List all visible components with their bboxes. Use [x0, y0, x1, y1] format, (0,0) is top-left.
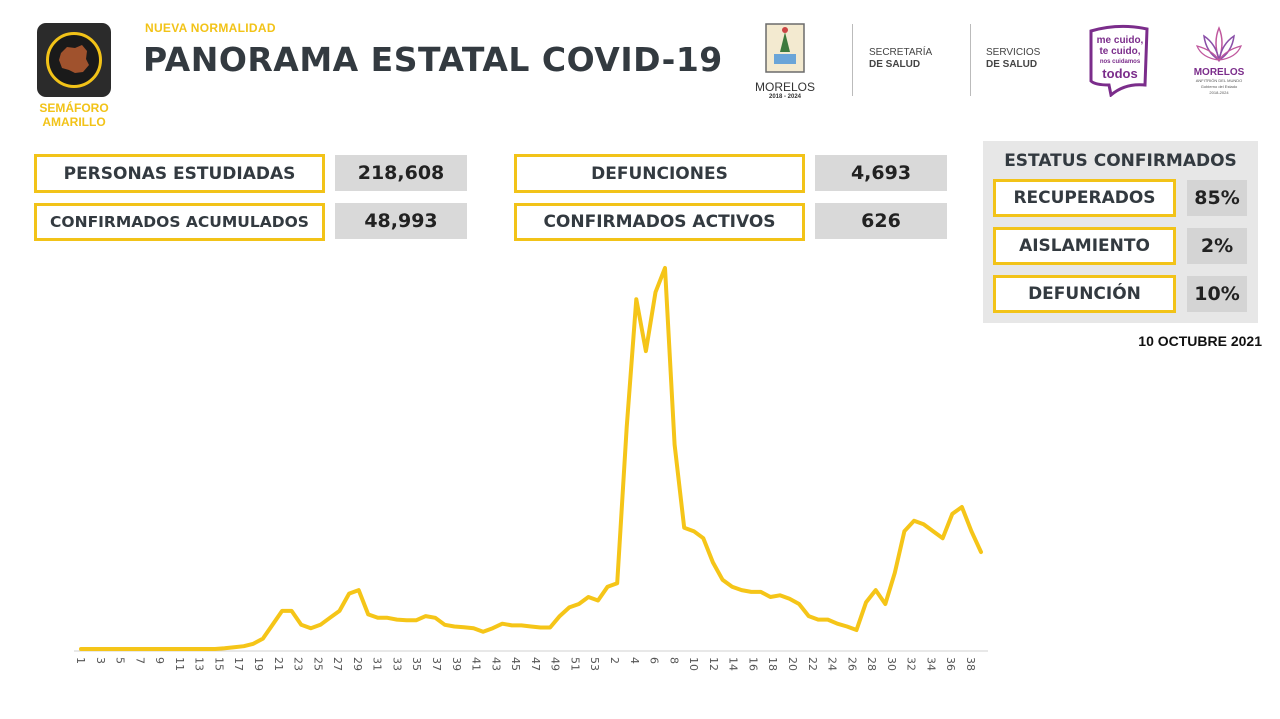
- x-tick-label: 16: [746, 657, 759, 671]
- state-map-icon: [59, 45, 89, 73]
- x-tick-label: 4: [628, 657, 641, 664]
- x-tick-label: 22: [806, 657, 819, 671]
- org-secretaria-line-1: SECRETARÍA: [869, 47, 933, 58]
- x-tick-label: 26: [845, 657, 858, 671]
- logo-morelos-name: MORELOS: [754, 80, 815, 94]
- x-tick-label: 27: [331, 657, 344, 671]
- recuperados-value: 85%: [1187, 180, 1247, 216]
- x-tick-label: 5: [114, 657, 127, 664]
- slogan-logo: me cuido, te cuido, nos cuidamos todos: [1085, 23, 1153, 97]
- x-tick-label: 24: [826, 657, 839, 671]
- x-tick-label: 28: [865, 657, 878, 671]
- x-tick-label: 21: [272, 657, 285, 671]
- logo-right-years: 2018-2024: [1209, 90, 1229, 95]
- confirmados-acumulados-label: CONFIRMADOS ACUMULADOS: [34, 203, 325, 241]
- x-tick-label: 23: [292, 657, 305, 671]
- x-tick-label: 1: [74, 657, 87, 664]
- x-tick-label: 36: [944, 657, 957, 671]
- lotus-icon: [1195, 26, 1243, 63]
- x-tick-label: 47: [529, 657, 542, 671]
- series-line: [79, 266, 983, 651]
- page-title: PANORAMA ESTATAL COVID-19: [143, 40, 723, 79]
- x-tick-label: 6: [648, 657, 661, 664]
- x-tick-label: 10: [687, 657, 700, 671]
- semaforo-caption-line-2: AMARILLO: [42, 115, 106, 129]
- org-secretaria-line-2: DE SALUD: [869, 59, 921, 70]
- personas-estudiadas-value: 218,608: [335, 155, 467, 191]
- x-axis-ticks: 1 3 5 7 9 11 13 15 17 19 21 23 25 27 29 31 33 35 37 39 41 43 4…: [74, 657, 977, 671]
- x-tick-label: 41: [470, 657, 483, 671]
- x-tick-label: 7: [133, 657, 146, 664]
- org-servicios-salud: SERVICIOS DE SALUD: [986, 47, 1040, 71]
- x-tick-label: 2: [608, 657, 621, 664]
- logo-morelos-years: 2018 - 2024: [768, 94, 802, 100]
- aislamiento-label: AISLAMIENTO: [993, 227, 1176, 265]
- divider: [852, 24, 853, 96]
- x-tick-label: 38: [964, 657, 977, 671]
- x-tick-label: 32: [905, 657, 918, 671]
- confirmados-activos-value: 626: [815, 203, 947, 239]
- x-tick-label: 25: [311, 657, 324, 671]
- confirmados-activos-label: CONFIRMADOS ACTIVOS: [514, 203, 805, 241]
- x-tick-label: 19: [252, 657, 265, 671]
- x-tick-label: 51: [568, 657, 581, 671]
- x-tick-label: 31: [371, 657, 384, 671]
- defunciones-label: DEFUNCIONES: [514, 154, 805, 193]
- semaforo-icon: [37, 23, 111, 97]
- x-tick-label: 3: [94, 657, 107, 664]
- defunciones-value: 4,693: [815, 155, 947, 191]
- x-tick-label: 35: [410, 657, 423, 671]
- morelos-crest-logo: MORELOS 2018 - 2024: [750, 22, 820, 100]
- semaforo-caption: SEMÁFORO AMARILLO: [30, 101, 118, 129]
- status-title: ESTATUS CONFIRMADOS: [1004, 151, 1237, 171]
- series-points: [80, 267, 982, 650]
- x-tick-label: 37: [430, 657, 443, 671]
- semaforo-light-icon: [46, 32, 102, 88]
- x-tick-label: 9: [153, 657, 166, 664]
- x-tick-label: 45: [509, 657, 522, 671]
- logo-right-gov: Gobierno del Estado: [1200, 84, 1238, 89]
- x-tick-label: 34: [924, 657, 937, 671]
- x-tick-label: 13: [193, 657, 206, 671]
- slogan-line-3: nos cuidamos: [1099, 59, 1141, 65]
- semaforo-caption-line-1: SEMÁFORO: [39, 101, 109, 115]
- org-secretaria-salud: SECRETARÍA DE SALUD: [869, 47, 932, 71]
- slogan-frame-icon: [1089, 24, 1149, 97]
- subtitle: NUEVA NORMALIDAD: [145, 21, 276, 35]
- confirmados-acumulados-value: 48,993: [335, 203, 467, 239]
- x-tick-label: 11: [173, 657, 186, 671]
- x-tick-label: 18: [766, 657, 779, 671]
- defuncion-label: DEFUNCIÓN: [993, 275, 1176, 313]
- x-tick-label: 33: [390, 657, 403, 671]
- morelos-anfitrion-logo: MORELOS ANFITRIÓN DEL MUNDO Gobierno del…: [1186, 24, 1252, 100]
- personas-estudiadas-label: PERSONAS ESTUDIADAS: [34, 154, 325, 193]
- slogan-line-1: me cuido,: [1096, 35, 1144, 46]
- defuncion-value: 10%: [1187, 276, 1247, 312]
- logo-right-sub: ANFITRIÓN DEL MUNDO: [1195, 78, 1243, 83]
- crest-icon: [765, 23, 805, 73]
- x-tick-label: 12: [707, 657, 720, 671]
- x-tick-label: 53: [588, 657, 601, 671]
- logo-right-name: MORELOS: [1193, 67, 1245, 78]
- slogan-line-2: te cuido,: [1099, 46, 1141, 57]
- x-tick-label: 15: [212, 657, 225, 671]
- x-tick-label: 43: [489, 657, 502, 671]
- aislamiento-value: 2%: [1187, 228, 1247, 264]
- x-tick-label: 20: [786, 657, 799, 671]
- x-tick-label: 30: [885, 657, 898, 671]
- x-tick-label: 17: [232, 657, 245, 671]
- divider: [970, 24, 971, 96]
- org-servicios-line-2: DE SALUD: [986, 59, 1038, 70]
- org-servicios-line-1: SERVICIOS: [986, 47, 1041, 58]
- x-tick-label: 14: [727, 657, 740, 671]
- x-tick-label: 49: [549, 657, 562, 671]
- recuperados-label: RECUPERADOS: [993, 179, 1176, 217]
- x-tick-label: 39: [450, 657, 463, 671]
- report-date: 10 OCTUBRE 2021: [1138, 333, 1262, 349]
- x-tick-label: 8: [667, 657, 680, 664]
- slogan-line-4: todos: [1102, 66, 1138, 81]
- x-tick-label: 29: [351, 657, 364, 671]
